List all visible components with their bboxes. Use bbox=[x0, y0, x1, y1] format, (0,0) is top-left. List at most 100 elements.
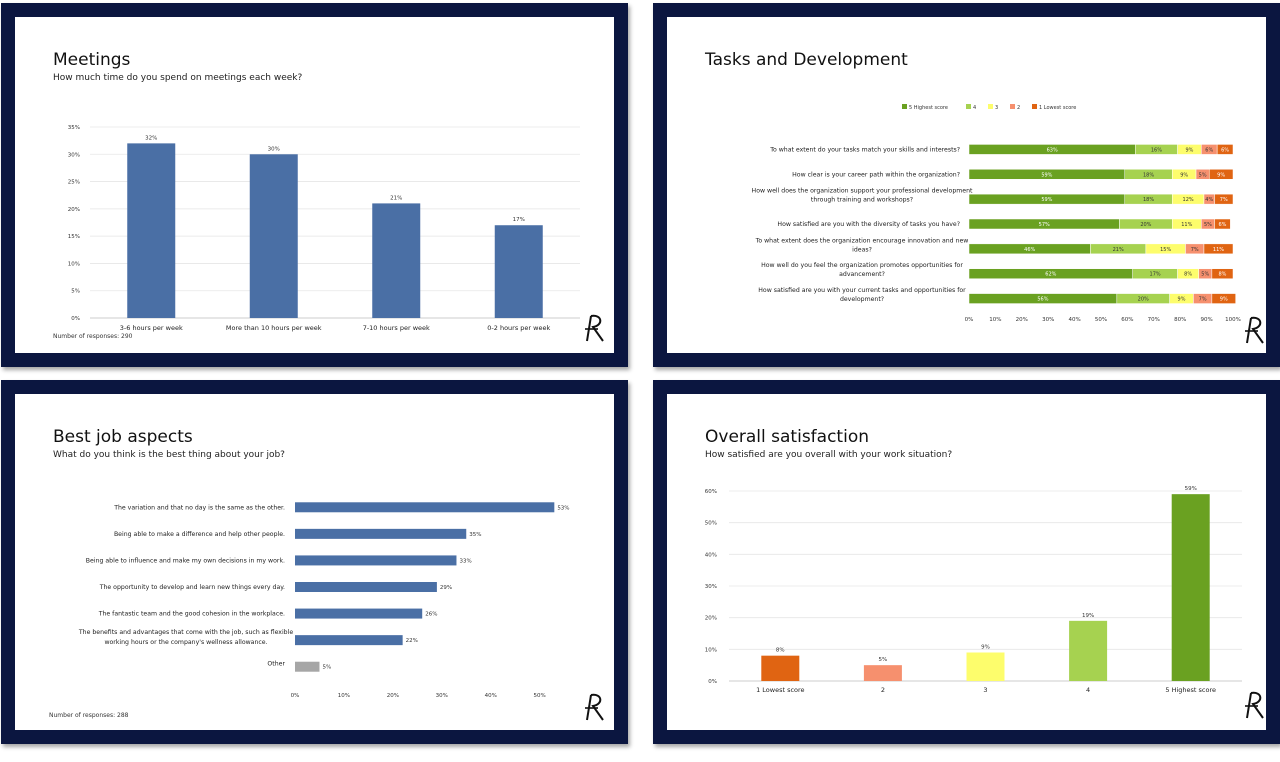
x-tick-label: More than 10 hours per week bbox=[226, 324, 322, 332]
data-label: 59% bbox=[1185, 486, 1197, 492]
x-tick-label: 3-6 hours per week bbox=[120, 324, 183, 332]
ar-monogram-icon bbox=[1245, 316, 1264, 344]
row-label: The variation and that no day is the sam… bbox=[113, 504, 285, 511]
y-tick-label: 10% bbox=[705, 647, 717, 653]
segment-label: 18% bbox=[1143, 197, 1154, 203]
data-label: 26% bbox=[425, 612, 437, 618]
y-tick-label: 20% bbox=[68, 207, 80, 213]
meetings-panel: Meetings How much time do you spend on m… bbox=[1, 3, 628, 367]
tasks-panel: Tasks and Development 5 Highest score 4 3 2… bbox=[653, 3, 1280, 367]
x-tick-label: 50% bbox=[1095, 317, 1107, 323]
best-response-count: Number of responses: 288 bbox=[49, 712, 129, 719]
y-tick-label: 30% bbox=[68, 152, 80, 158]
stacked-segment bbox=[1214, 193, 1234, 205]
y-tick-label: 25% bbox=[68, 180, 80, 186]
data-label: 35% bbox=[469, 532, 481, 538]
segment-label: 6% bbox=[1221, 147, 1229, 153]
segment-label: 15% bbox=[1160, 247, 1171, 253]
bar bbox=[295, 582, 437, 592]
x-tick-label: 3 bbox=[983, 686, 987, 694]
legend-swatch bbox=[1010, 104, 1015, 109]
data-label: 19% bbox=[1082, 613, 1094, 619]
bar bbox=[249, 154, 298, 318]
y-tick-label: 35% bbox=[68, 125, 80, 131]
x-tick-label: 30% bbox=[436, 693, 448, 699]
bar bbox=[761, 655, 800, 681]
segment-label: 16% bbox=[1151, 147, 1162, 153]
stacked-segment bbox=[1208, 169, 1234, 180]
row-label: through training and workshops? bbox=[811, 197, 913, 204]
segment-label: 7% bbox=[1191, 247, 1199, 253]
best-subtitle: What do you think is the best thing abou… bbox=[53, 450, 285, 460]
legend-swatch bbox=[966, 104, 971, 109]
y-tick-label: 40% bbox=[705, 552, 717, 558]
segment-label: 20% bbox=[1140, 222, 1151, 228]
legend-swatch bbox=[902, 104, 907, 109]
bar bbox=[295, 608, 423, 619]
row-label: Being able to make a difference and help… bbox=[114, 531, 285, 538]
segment-label: 9% bbox=[1220, 297, 1228, 303]
legend-label: 3 bbox=[995, 105, 998, 111]
data-label: 8% bbox=[776, 648, 785, 654]
bar bbox=[863, 665, 902, 681]
best-slide: Best job aspects What do you think is th… bbox=[15, 394, 614, 730]
meetings-subtitle: How much time do you spend on meetings e… bbox=[53, 73, 303, 83]
row-label: Other bbox=[267, 661, 285, 668]
segment-label: 11% bbox=[1181, 222, 1192, 228]
segment-label: 56% bbox=[1037, 297, 1048, 303]
x-tick-label: 30% bbox=[1042, 317, 1054, 323]
row-label: working hours or the company's wellness … bbox=[104, 639, 267, 646]
x-tick-label: 5 Highest score bbox=[1165, 686, 1216, 694]
y-tick-label: 60% bbox=[705, 489, 717, 495]
tasks-slide: Tasks and Development 5 Highest score 4 3 2… bbox=[667, 17, 1266, 353]
row-label: How satisfied are you with the diversity… bbox=[777, 221, 960, 228]
row-label: Being able to influence and make my own … bbox=[86, 557, 285, 564]
row-label: The fantastic team and the good cohesion… bbox=[98, 611, 285, 618]
legend-swatch bbox=[988, 104, 993, 109]
best-title: Best job aspects bbox=[53, 427, 193, 447]
x-tick-label: 1 Lowest score bbox=[756, 686, 804, 694]
bar bbox=[295, 555, 457, 566]
x-tick-label: 20% bbox=[387, 693, 399, 699]
segment-label: 9% bbox=[1217, 172, 1225, 178]
x-tick-label: 40% bbox=[485, 693, 497, 699]
y-tick-label: 30% bbox=[705, 584, 717, 590]
x-tick-label: 2 bbox=[881, 686, 885, 694]
legend-label: 2 bbox=[1017, 105, 1020, 111]
x-tick-label: 90% bbox=[1200, 317, 1212, 323]
row-label: development? bbox=[840, 296, 884, 303]
segment-label: 62% bbox=[1045, 272, 1056, 278]
overall-panel: Overall satisfaction How satisfied are y… bbox=[653, 380, 1280, 744]
row-label: advancement? bbox=[839, 271, 885, 278]
bar bbox=[494, 225, 543, 318]
segment-label: 9% bbox=[1180, 172, 1188, 178]
ar-monogram-icon bbox=[1245, 691, 1264, 719]
meetings-chart: 0% 5% 10% 15% 20% 25% 30% 35% 32% 3-6 hours per w… bbox=[68, 125, 580, 332]
overall-title: Overall satisfaction bbox=[705, 427, 869, 447]
row-label: How clear is your career path within the… bbox=[792, 171, 960, 178]
bar bbox=[127, 143, 176, 318]
data-label: 33% bbox=[459, 558, 471, 564]
meetings-slide: Meetings How much time do you spend on m… bbox=[15, 17, 614, 353]
bar bbox=[295, 661, 320, 672]
x-tick-label: 80% bbox=[1174, 317, 1186, 323]
x-tick-label: 60% bbox=[1121, 317, 1133, 323]
row-label: The opportunity to develop and learn new… bbox=[99, 584, 285, 591]
x-tick-label: 0-2 hours per week bbox=[487, 324, 550, 332]
x-tick-label: 4 bbox=[1086, 686, 1090, 694]
segment-label: 11% bbox=[1213, 247, 1224, 253]
segment-label: 21% bbox=[1113, 247, 1124, 253]
bar bbox=[295, 635, 403, 646]
row-label: How well does the organization support y… bbox=[752, 188, 973, 195]
segment-label: 5% bbox=[1201, 272, 1209, 278]
data-label: 22% bbox=[406, 638, 418, 644]
bar bbox=[295, 528, 467, 539]
segment-label: 7% bbox=[1220, 197, 1228, 203]
x-tick-label: 70% bbox=[1148, 317, 1160, 323]
segment-label: 4% bbox=[1205, 197, 1213, 203]
x-tick-label: 0% bbox=[291, 693, 300, 699]
data-label: 21% bbox=[390, 195, 402, 201]
segment-label: 9% bbox=[1185, 147, 1193, 153]
row-label: How well do you feel the organization pr… bbox=[761, 262, 963, 269]
x-tick-label: 50% bbox=[534, 693, 546, 699]
